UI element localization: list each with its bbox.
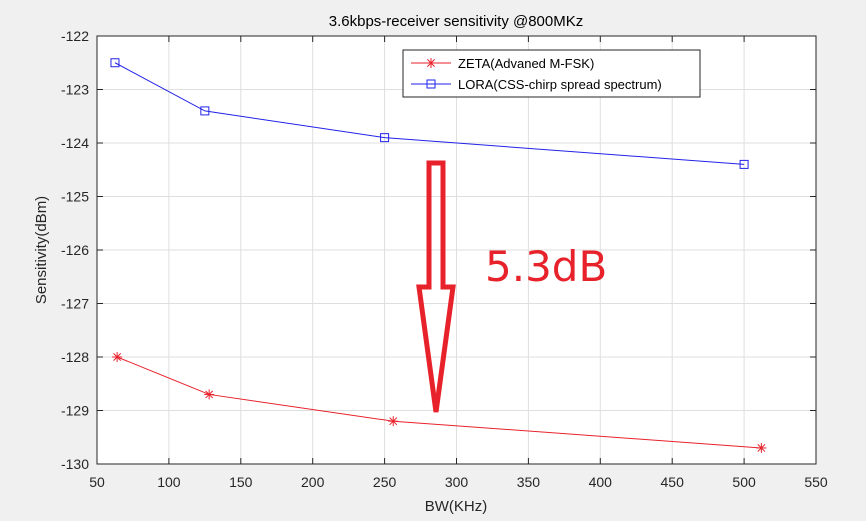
data-point-square (380, 133, 390, 143)
asterisk-stroke (757, 443, 766, 452)
y-tick-label: -125 (61, 189, 89, 205)
y-axis-title: Sensitivity(dBm) (33, 196, 50, 304)
x-tick-label: 450 (661, 474, 685, 490)
legend-label: ZETA(Advaned M-FSK) (458, 56, 594, 71)
data-point-square (739, 159, 749, 169)
legend-label: LORA(CSS-chirp spread spectrum) (458, 77, 662, 92)
y-tick-label: -130 (61, 456, 89, 472)
x-axis-title: BW(KHz) (425, 498, 488, 515)
legend-box (402, 49, 701, 98)
x-tick-label: 250 (373, 474, 397, 490)
series-line-0 (116, 356, 762, 449)
x-tick-label: 50 (89, 474, 105, 490)
legend: ZETA(Advaned M-FSK) LORA(CSS-chirp spread… (402, 49, 701, 98)
x-tick-label: 350 (517, 474, 541, 490)
data-point-square (110, 58, 120, 68)
data-point-asterisk (388, 416, 399, 427)
y-tick-label: -124 (61, 135, 89, 151)
chart-title: 3.6kbps-receiver sensitivity @800MKz (329, 13, 584, 30)
axes-box (96, 35, 817, 465)
x-tick-label: 300 (445, 474, 469, 490)
y-tick-label: -126 (61, 242, 89, 258)
axes-layer: 50 100 150 200 250 300 350 400 450 500 550 -122 -123… (61, 28, 828, 490)
x-tick-label: 550 (804, 474, 828, 490)
data-point-asterisk (204, 389, 215, 400)
x-tick-label: 500 (732, 474, 756, 490)
data-point-asterisk (756, 442, 767, 453)
y-tick-label: -123 (61, 82, 89, 98)
asterisk-stroke (205, 390, 214, 399)
data-point-asterisk (112, 352, 123, 362)
x-tick-label: 400 (589, 474, 613, 490)
x-tick-label: 100 (157, 474, 181, 490)
legend-marker-asterisk (426, 58, 436, 68)
legend-marker-square (426, 79, 436, 89)
x-tick-label: 150 (229, 474, 253, 490)
series-layer (110, 58, 767, 453)
x-tick-label: 200 (301, 474, 325, 490)
data-point-square (200, 106, 210, 116)
y-tick-label: -128 (61, 349, 89, 365)
annotation-layer: 5.3dB (416, 160, 607, 413)
asterisk-stroke (427, 59, 435, 67)
y-tick-label: -122 (61, 28, 89, 44)
series-line-1 (114, 62, 745, 165)
y-tick-label: -129 (61, 403, 89, 419)
annotation-label: 5.3dB (485, 242, 607, 291)
down-arrow-annotation (416, 160, 456, 413)
asterisk-stroke (113, 353, 122, 361)
asterisk-stroke (389, 417, 398, 426)
y-tick-label: -127 (61, 296, 89, 312)
